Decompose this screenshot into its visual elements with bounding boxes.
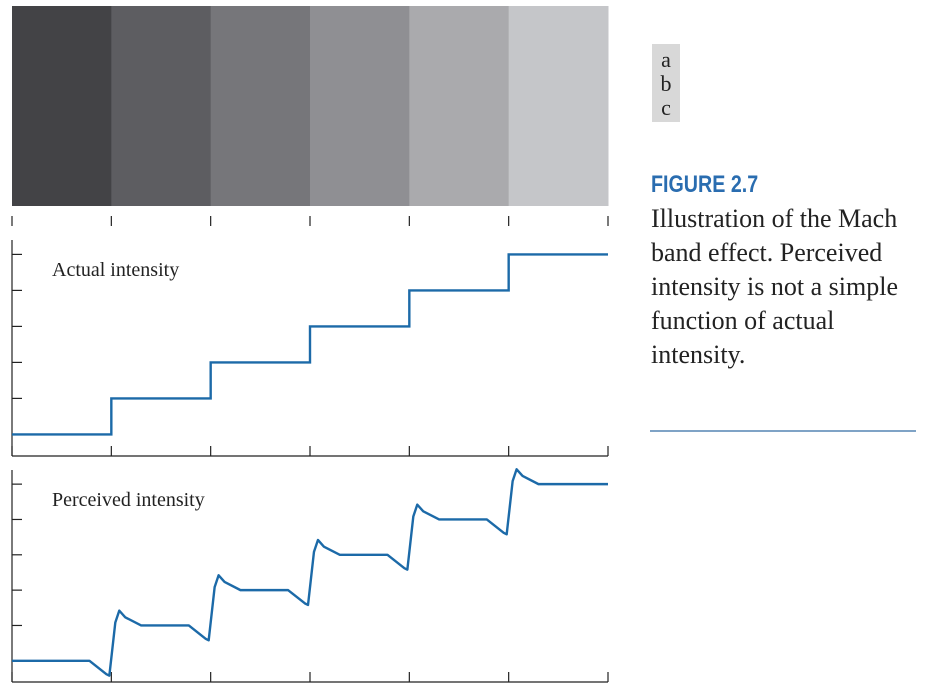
intensity-band-3 xyxy=(210,6,311,206)
perceived-intensity-label: Perceived intensity xyxy=(52,489,205,511)
panel-c-perceived-intensity-plot: Perceived intensity xyxy=(11,468,609,683)
actual-intensity-curve xyxy=(12,253,608,436)
panel-c-axes xyxy=(11,470,609,683)
panel-b-actual-intensity-plot: Actual intensity xyxy=(11,240,609,457)
panel-b-axes xyxy=(11,240,609,457)
panel-letter-labels: a b c xyxy=(652,44,680,122)
figure-number: FIGURE 2.7 xyxy=(651,171,759,198)
figure-caption: Illustration of the Mach band effect. Pe… xyxy=(651,204,898,369)
intensity-band-6 xyxy=(508,6,609,206)
intensity-band-1 xyxy=(12,6,112,206)
panel-a-tick-marks xyxy=(11,216,609,226)
intensity-band-5 xyxy=(409,6,510,206)
perceived-intensity-curve xyxy=(12,468,608,677)
intensity-band-4 xyxy=(310,6,410,206)
panel-letter-c: c xyxy=(661,95,671,120)
panel-a-intensity-bands xyxy=(12,6,609,206)
panel-letter-b: b xyxy=(660,71,672,96)
caption-divider xyxy=(650,430,916,432)
actual-intensity-label: Actual intensity xyxy=(52,259,179,281)
intensity-band-2 xyxy=(111,6,212,206)
panel-letter-a: a xyxy=(661,47,671,72)
